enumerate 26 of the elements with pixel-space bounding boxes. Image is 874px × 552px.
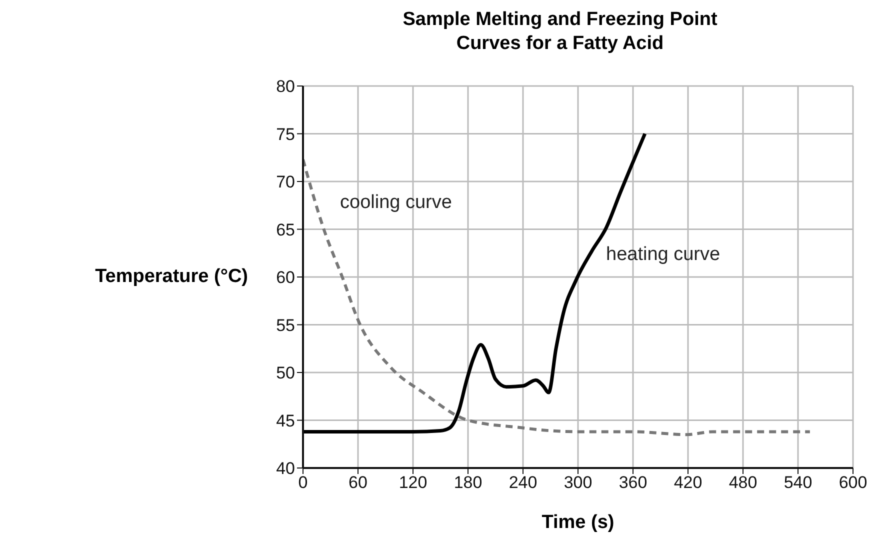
y-tick-label: 80 (276, 77, 295, 96)
y-tick-label: 75 (276, 124, 295, 144)
x-tick-label: 480 (728, 473, 758, 492)
chart-title: Sample Melting and Freezing Point Curves for a Fatty Acid (402, 8, 718, 56)
series-label: heating curve (606, 244, 720, 266)
x-tick-label: 360 (618, 473, 648, 492)
y-tick-label: 45 (276, 411, 295, 430)
x-axis-title: Time (s) (540, 512, 616, 534)
line-series (303, 158, 812, 436)
y-tick-label: 40 (276, 459, 295, 478)
x-tick-label: 540 (784, 473, 812, 492)
series-label: cooling curve (340, 192, 452, 214)
x-tick-label: 600 (838, 473, 868, 492)
y-axis-title: Temperature (°C) (95, 266, 248, 288)
x-tick-label: 120 (398, 473, 428, 492)
x-tick-label: 180 (454, 473, 482, 492)
y-tick-label: 55 (276, 316, 295, 335)
x-tick-label: 420 (674, 473, 702, 492)
y-tick-label: 70 (276, 172, 295, 192)
x-tick-label: 60 (348, 473, 368, 492)
x-tick-label: 300 (564, 473, 592, 492)
x-tick-label: 0 (298, 473, 308, 492)
y-tick-label: 60 (276, 268, 295, 288)
x-tick-label: 240 (508, 473, 538, 492)
y-tick-label: 65 (276, 220, 295, 240)
y-tick-label: 50 (276, 364, 295, 383)
